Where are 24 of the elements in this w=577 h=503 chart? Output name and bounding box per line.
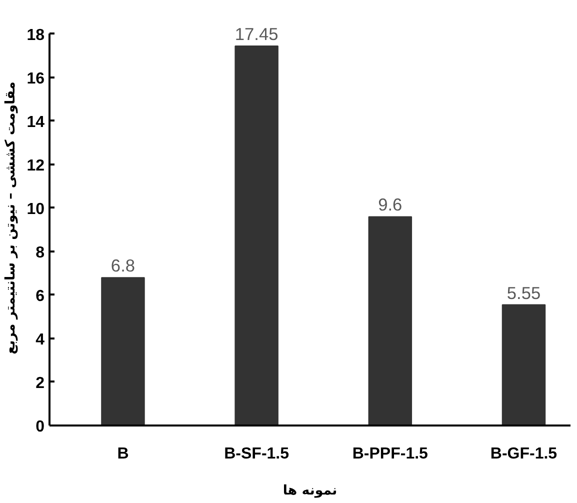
y-tick-label: 4 (36, 332, 45, 348)
x-tick-label: B-SF-1.5 (224, 446, 290, 462)
x-tick-label: B-PPF-1.5 (352, 446, 428, 462)
data-label: 5.55 (506, 282, 541, 303)
x-axis-title: نمونه ها (282, 484, 338, 498)
bar (502, 304, 546, 426)
data-label: 6.8 (110, 256, 136, 276)
y-tick-label: 14 (26, 114, 45, 131)
y-tick-label: 16 (26, 70, 45, 88)
data-label: 9.6 (378, 194, 402, 215)
y-tick-label: 0 (36, 418, 45, 436)
y-tick-label: 6 (36, 288, 45, 305)
x-tick-label: B-GF-1.5 (490, 446, 558, 462)
bar (234, 45, 278, 426)
y-tick-label: 18 (26, 26, 45, 44)
y-tick-label: 10 (26, 200, 45, 218)
x-tick-label: B (117, 446, 129, 462)
y-tick-label: 12 (26, 157, 45, 174)
bar (368, 216, 412, 426)
data-label: 17.45 (234, 24, 278, 44)
y-tick-label: 8 (36, 244, 45, 262)
y-axis-title: مقاومت کششی – نیوتن بر سانتیمتر مربع (4, 82, 19, 354)
y-tick-label: 2 (36, 375, 45, 392)
bar (101, 277, 145, 426)
